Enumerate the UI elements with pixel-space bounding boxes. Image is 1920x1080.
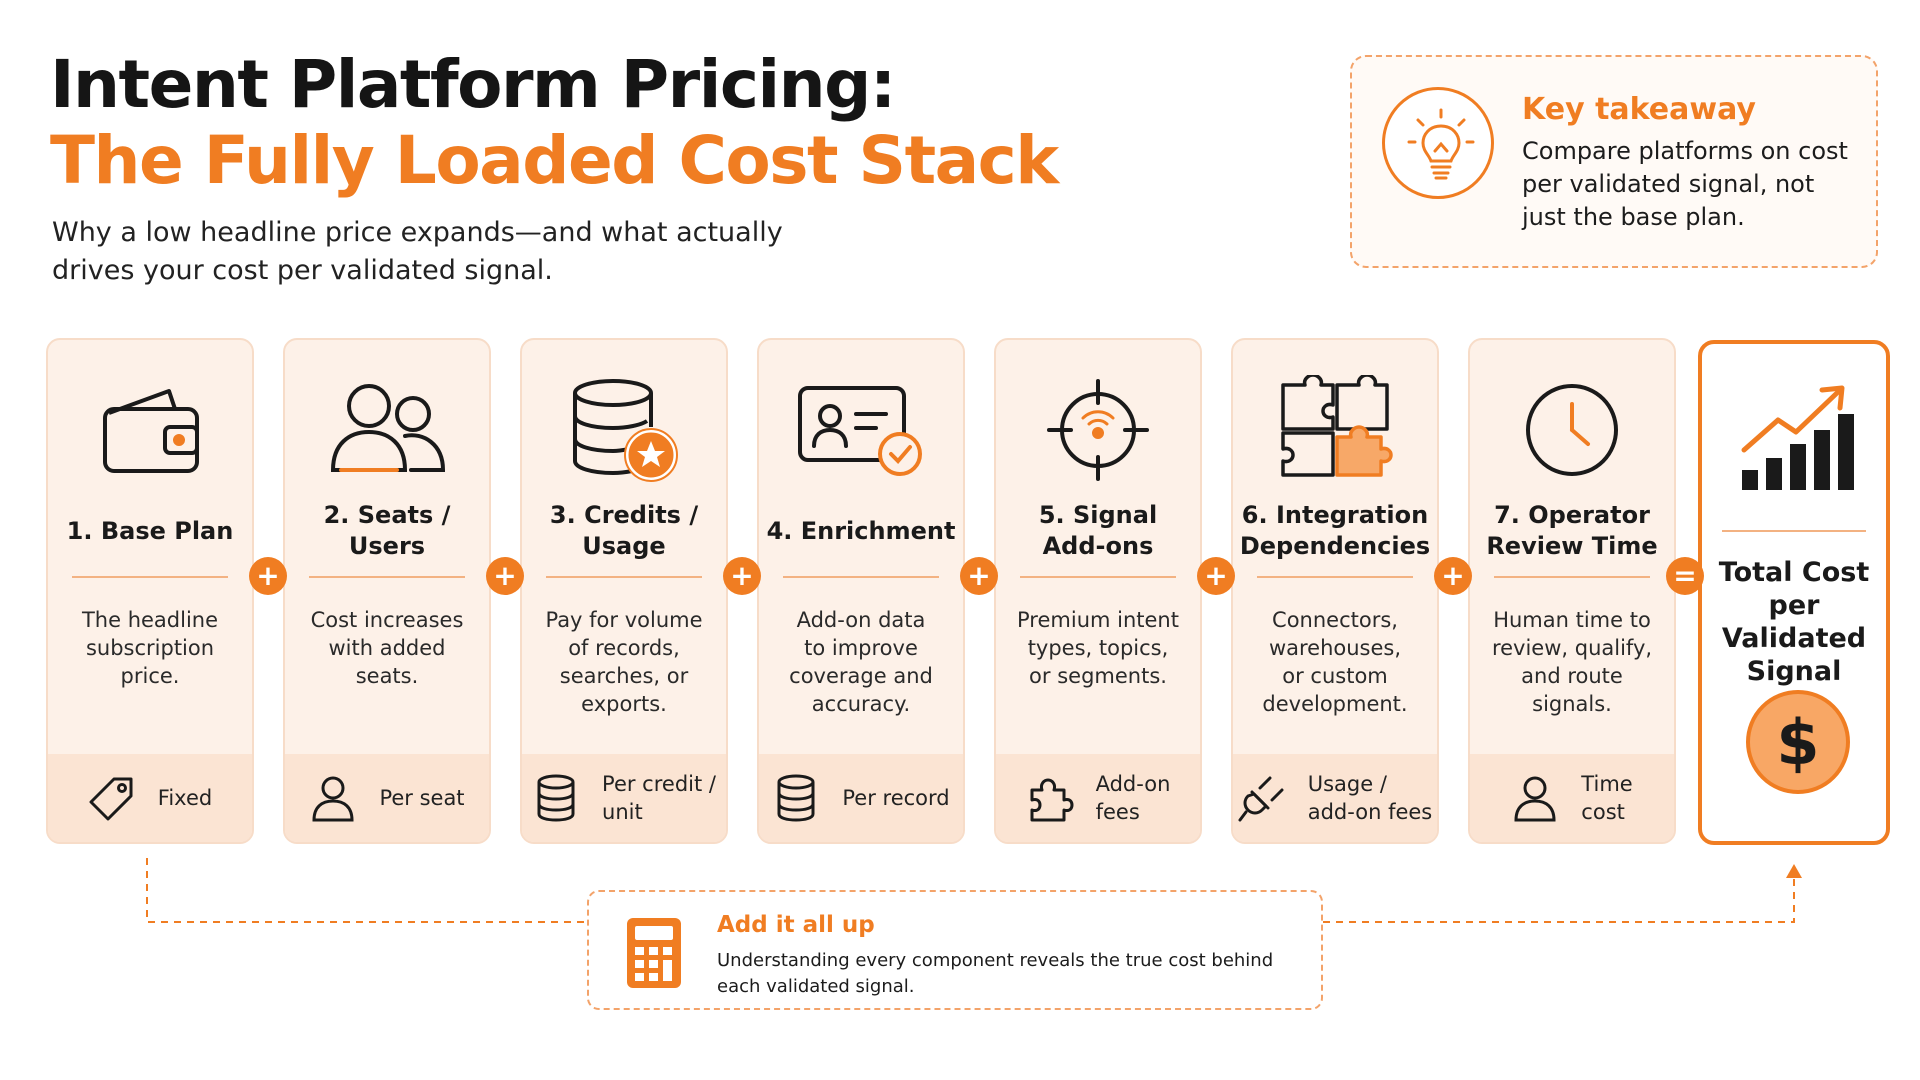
plus-operator: + xyxy=(486,557,524,595)
divider xyxy=(309,576,465,578)
divider xyxy=(72,576,228,578)
users-icon xyxy=(285,368,489,492)
puzzle-icon xyxy=(1233,368,1437,492)
cost-card-credits: 3. Credits / Usage Pay for volume of rec… xyxy=(520,338,728,844)
card-title: 1. Base Plan xyxy=(66,516,234,545)
wallet-icon xyxy=(48,368,252,492)
card-footer: Per seat xyxy=(285,754,489,842)
pricing-basis: Usage / add-on fees xyxy=(1307,772,1433,824)
divider xyxy=(783,576,939,578)
divider xyxy=(1257,576,1413,578)
card-description: The headline subscription price. xyxy=(81,608,219,688)
calculator-icon xyxy=(625,916,683,994)
pricing-basis: Per seat xyxy=(379,786,465,810)
card-title: 2. Seats / Users xyxy=(323,501,451,560)
database-star-icon xyxy=(522,368,726,492)
plus-operator: + xyxy=(1197,557,1235,595)
divider xyxy=(1494,576,1650,578)
cost-card-operator-review: 7. Operator Review Time Human time to re… xyxy=(1468,338,1676,844)
dollar-icon: $ xyxy=(1746,690,1850,794)
tag-icon xyxy=(88,774,136,822)
plug-icon xyxy=(1238,774,1286,822)
divider xyxy=(546,576,702,578)
card-title: 5. Signal Add-ons xyxy=(1038,501,1158,560)
card-footer: Time cost xyxy=(1470,754,1674,842)
pricing-basis: Fixed xyxy=(157,786,213,810)
plus-operator: + xyxy=(723,557,761,595)
pricing-basis: Per credit / unit xyxy=(602,772,716,824)
clock-icon xyxy=(1470,368,1674,492)
divider xyxy=(1020,576,1176,578)
cost-card-integration: 6. Integration Dependencies Connectors, … xyxy=(1231,338,1439,844)
card-footer: Per credit / unit xyxy=(522,754,726,842)
database-icon xyxy=(532,774,580,822)
database-icon xyxy=(772,774,820,822)
card-title: 7. Operator Review Time xyxy=(1486,501,1658,560)
user-icon xyxy=(1511,774,1559,822)
card-description: Pay for volume of records, searches, or … xyxy=(545,608,703,716)
card-title: 4. Enrichment xyxy=(766,516,956,545)
card-footer: Add-on fees xyxy=(996,754,1200,842)
puzzle-piece-icon xyxy=(1026,774,1074,822)
cost-card-signal-addons: 5. Signal Add-ons Premium intent types, … xyxy=(994,338,1202,844)
add-up-text: Understanding every component reveals th… xyxy=(717,950,1274,997)
pricing-basis: Add-on fees xyxy=(1095,772,1171,824)
pricing-basis: Time cost xyxy=(1581,772,1633,824)
takeaway-title: Key takeaway xyxy=(1522,92,1756,127)
plus-operator: + xyxy=(960,557,998,595)
add-it-all-up-box: Add it all up Understanding every compon… xyxy=(587,890,1323,1010)
plus-operator: + xyxy=(1434,557,1472,595)
card-footer: Fixed xyxy=(48,754,252,842)
card-footer: Per record xyxy=(759,754,963,842)
card-description: Add-on data to improve coverage and accu… xyxy=(789,608,933,716)
growth-chart-icon xyxy=(1738,382,1858,506)
user-icon xyxy=(309,774,357,822)
card-description: Premium intent types, topics, or segment… xyxy=(1017,608,1179,688)
key-takeaway-box: Key takeaway Compare platforms on cost p… xyxy=(1350,55,1878,268)
card-description: Cost increases with added seats. xyxy=(310,608,464,688)
cost-card-enrichment: 4. Enrichment Add-on data to improve cov… xyxy=(757,338,965,844)
total-cost-card: Total Cost per Validated Signal $ xyxy=(1698,340,1890,845)
takeaway-text: Compare platforms on cost per validated … xyxy=(1522,137,1848,231)
card-description: Human time to review, qualify, and route… xyxy=(1491,608,1653,716)
card-footer: Usage / add-on fees xyxy=(1233,754,1437,842)
total-title: Total Cost per Validated Signal xyxy=(1718,557,1870,687)
target-signal-icon xyxy=(996,368,1200,492)
add-up-title: Add it all up xyxy=(717,912,875,938)
divider xyxy=(1722,530,1866,532)
page-title-line2: The Fully Loaded Cost Stack xyxy=(50,122,1059,199)
cost-card-seats: 2. Seats / Users Cost increases with add… xyxy=(283,338,491,844)
card-title: 3. Credits / Usage xyxy=(549,501,699,560)
equals-operator: = xyxy=(1666,557,1704,595)
cost-card-base-plan: 1. Base Plan The headline subscription p… xyxy=(46,338,254,844)
page-title-line1: Intent Platform Pricing: xyxy=(50,46,896,123)
plus-operator: + xyxy=(249,557,287,595)
page-subtitle: Why a low headline price expands—and wha… xyxy=(52,217,783,286)
pricing-basis: Per record xyxy=(842,786,950,810)
card-title: 6. Integration Dependencies xyxy=(1239,501,1431,560)
card-description: Connectors, warehouses, or custom develo… xyxy=(1262,608,1408,716)
id-card-check-icon xyxy=(759,368,963,492)
lightbulb-icon xyxy=(1382,87,1494,199)
